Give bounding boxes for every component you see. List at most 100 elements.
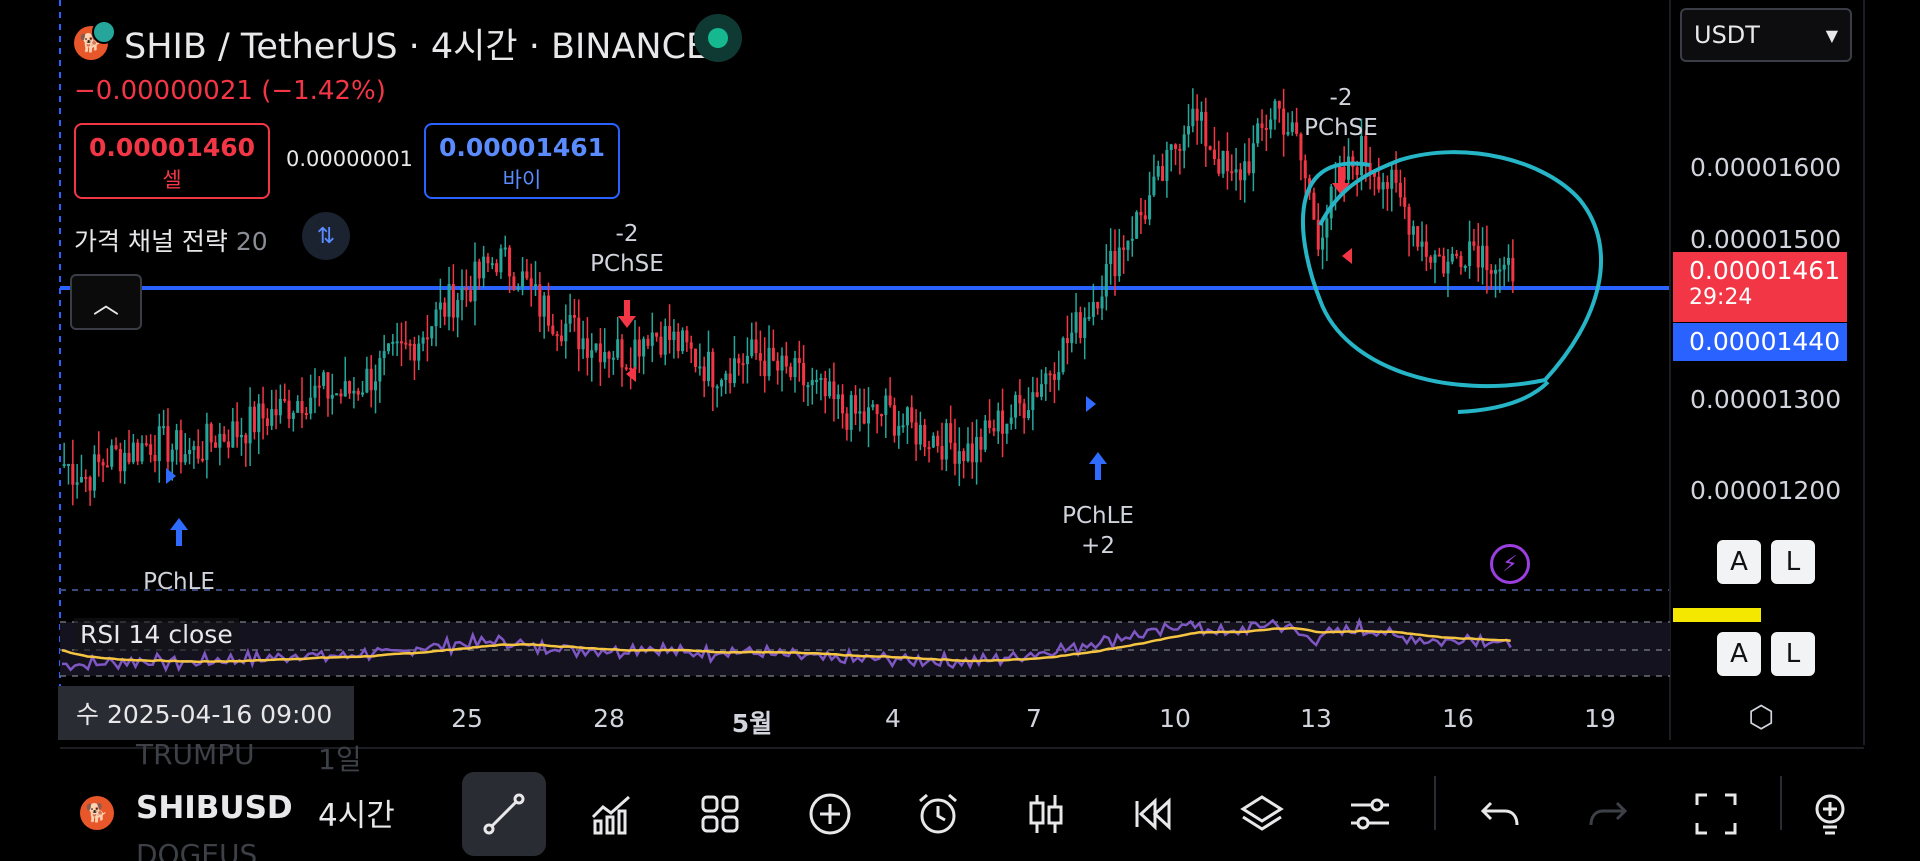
price-axis-label: 0.00001200 [1690, 476, 1842, 505]
candle-body [1411, 226, 1415, 235]
candle-body [1251, 143, 1255, 174]
candle-body [789, 366, 793, 378]
candle-body [1342, 167, 1346, 180]
price-line-tag[interactable]: 0.00001440 [1673, 323, 1847, 361]
candle-body [745, 355, 749, 365]
candle-body [521, 271, 525, 288]
trendline-icon[interactable] [462, 772, 546, 856]
time-axis-label: 13 [1300, 704, 1332, 733]
sliders-icon[interactable] [1328, 772, 1412, 856]
undo-icon[interactable] [1458, 772, 1542, 856]
rsi-legend[interactable]: RSI 14 close [74, 618, 239, 651]
rewind-icon[interactable] [1112, 772, 1196, 856]
circle-drawing[interactable] [1300, 150, 1603, 388]
candle-body [140, 443, 144, 462]
candle-body [291, 412, 295, 419]
candle-body [1165, 149, 1169, 181]
candle-body [92, 454, 96, 491]
candle-body [1316, 219, 1320, 250]
lightning-icon[interactable]: ⚡ [1490, 544, 1530, 584]
sell-button[interactable]: 0.00001460 셀 [74, 123, 270, 199]
bar-countdown: 29:24 [1689, 285, 1753, 310]
strategy-report-icon[interactable]: ⇅ [302, 212, 350, 260]
indicators-icon[interactable] [570, 772, 654, 856]
candle-body [884, 395, 888, 415]
candle-body [1061, 338, 1065, 373]
collapse-legend-button[interactable]: ︿ [70, 274, 142, 330]
candle-body [975, 436, 979, 463]
timeframe-picker[interactable]: 4시간 [318, 798, 395, 834]
candle-body [482, 256, 486, 279]
entry-marker-icon [1342, 248, 1352, 264]
layers-icon[interactable] [1220, 772, 1304, 856]
candle-body [1195, 108, 1199, 121]
current-price: 0.00001461 [1689, 256, 1841, 285]
buy-price: 0.00001461 [438, 133, 606, 162]
candle-body [741, 363, 745, 366]
rsi-auto-scale-button[interactable]: A [1717, 632, 1761, 676]
candle-body [451, 283, 455, 318]
candle-body [758, 353, 762, 361]
ghost-timeframe-above: 1일 [318, 743, 362, 776]
candle-body [966, 443, 970, 462]
candle-body [1174, 144, 1178, 149]
candle-body [1429, 256, 1433, 263]
plus-circle-icon[interactable] [788, 772, 872, 856]
candle-body [447, 283, 451, 317]
candle-body [239, 434, 243, 438]
candle-body [110, 445, 114, 467]
candle-body [1044, 373, 1048, 385]
candle-body [905, 407, 909, 426]
candle-body [992, 428, 996, 432]
bulb-plus-icon[interactable] [1800, 772, 1860, 856]
candle-body [404, 342, 408, 345]
candle-body [1130, 238, 1134, 241]
candle-body [88, 477, 92, 491]
buy-button[interactable]: 0.00001461 바이 [424, 123, 620, 199]
currency-select[interactable]: USDT ▼ [1680, 8, 1852, 62]
alarm-clock-icon[interactable] [896, 772, 980, 856]
symbol-title[interactable]: SHIB / TetherUS · 4시간 · BINANCE [124, 27, 709, 67]
candle-body [724, 373, 728, 380]
candle-body [828, 381, 832, 397]
candle-body [650, 332, 654, 346]
candle-body [101, 462, 105, 466]
candle-body [689, 342, 693, 349]
candle-body [611, 357, 615, 360]
candle-body [841, 394, 845, 414]
redo-icon[interactable] [1566, 772, 1650, 856]
candle-body [728, 373, 732, 384]
auto-scale-button[interactable]: A [1717, 540, 1761, 584]
symbol-picker[interactable]: SHIBUSD [136, 790, 293, 826]
candle-body [62, 464, 66, 467]
candle-body [339, 393, 343, 397]
time-axis-label: 25 [451, 704, 483, 733]
strategy-legend[interactable]: 가격 채널 전략 20 [74, 222, 268, 258]
chevron-down-icon: ▼ [1825, 25, 1838, 45]
hexagon-gear-icon[interactable]: ⬡ [1748, 700, 1775, 735]
candle-body [1005, 423, 1009, 434]
candle-body [105, 465, 109, 468]
circle-drawing-tail [1457, 380, 1550, 414]
candle-body [201, 458, 205, 461]
sell-label: 셀 [162, 168, 182, 192]
market-status-indicator[interactable] [694, 14, 742, 62]
candle-body [888, 395, 892, 406]
candle-body [823, 378, 827, 397]
candle-body [361, 392, 365, 395]
candle-body [815, 379, 819, 382]
candle-body [1433, 254, 1437, 263]
log-scale-button[interactable]: L [1771, 540, 1815, 584]
time-axis-label: 7 [1026, 704, 1042, 733]
candle-body [1264, 127, 1268, 130]
candle-body [1234, 169, 1238, 173]
rsi-log-scale-button[interactable]: L [1771, 632, 1815, 676]
candle-body [378, 358, 382, 382]
candle-body [706, 351, 711, 382]
fullscreen-icon[interactable] [1674, 772, 1758, 856]
candle-body [149, 444, 153, 455]
candles-icon[interactable] [1004, 772, 1088, 856]
grid-icon[interactable] [678, 772, 762, 856]
price-change: −0.00000021 (−1.42%) [74, 76, 386, 106]
